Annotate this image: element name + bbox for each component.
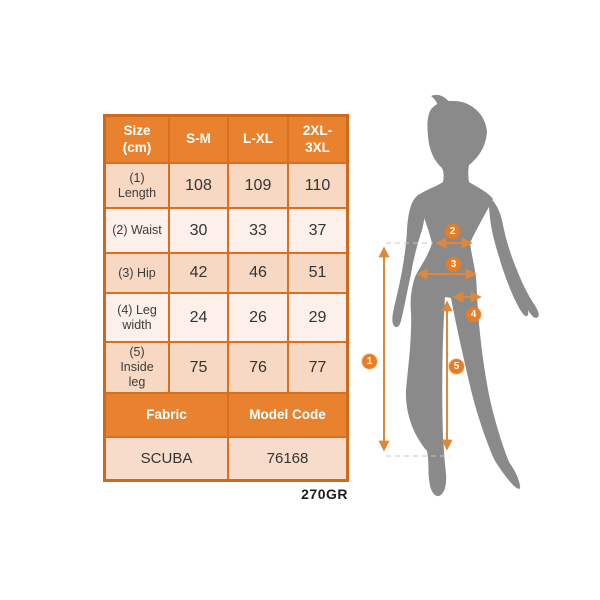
fabric-header: Fabric: [106, 394, 227, 436]
measurement-badge-1: 1: [362, 354, 377, 369]
col-header-2xl-3xl: 2XL- 3XL: [289, 117, 346, 162]
value-hip-2xl-3xl: 51: [289, 254, 346, 292]
female-silhouette-body: [405, 100, 521, 497]
value-length-l-xl: 109: [229, 164, 287, 207]
value-hip-l-xl: 46: [229, 254, 287, 292]
fabric-value: SCUBA: [106, 438, 227, 479]
value-waist-2xl-3xl: 37: [289, 209, 346, 252]
value-leg-width-s-m: 24: [170, 294, 227, 341]
female-silhouette-left-arm: [392, 194, 426, 328]
size-table: Size (cm) S-M L-XL 2XL- 3XL (1) Length 1…: [103, 114, 349, 482]
row-label-inside-leg: (5) Inside leg: [106, 343, 168, 392]
value-inside-leg-l-xl: 76: [229, 343, 287, 392]
female-silhouette-right-arm: [489, 199, 539, 318]
value-leg-width-l-xl: 26: [229, 294, 287, 341]
value-hip-s-m: 42: [170, 254, 227, 292]
measurement-badge-5: 5: [449, 359, 464, 374]
measurement-badge-3: 3: [446, 257, 461, 272]
col-header-l-xl: L-XL: [229, 117, 287, 162]
value-length-2xl-3xl: 110: [289, 164, 346, 207]
row-label-waist: (2) Waist: [106, 209, 168, 252]
measurement-badge-2: 2: [445, 224, 460, 239]
col-header-size-cm: Size (cm): [106, 117, 168, 162]
model-code-value: 76168: [229, 438, 346, 479]
col-header-s-m: S-M: [170, 117, 227, 162]
measurement-badge-4: 4: [466, 307, 481, 322]
female-silhouette-hair-flick: [431, 94, 450, 108]
value-inside-leg-2xl-3xl: 77: [289, 343, 346, 392]
value-waist-l-xl: 33: [229, 209, 287, 252]
model-code-header: Model Code: [229, 394, 346, 436]
weight-note: 270GR: [301, 486, 348, 502]
row-label-leg-width: (4) Leg width: [106, 294, 168, 341]
row-label-hip: (3) Hip: [106, 254, 168, 292]
value-leg-width-2xl-3xl: 29: [289, 294, 346, 341]
row-label-length: (1) Length: [106, 164, 168, 207]
value-waist-s-m: 30: [170, 209, 227, 252]
value-inside-leg-s-m: 75: [170, 343, 227, 392]
value-length-s-m: 108: [170, 164, 227, 207]
